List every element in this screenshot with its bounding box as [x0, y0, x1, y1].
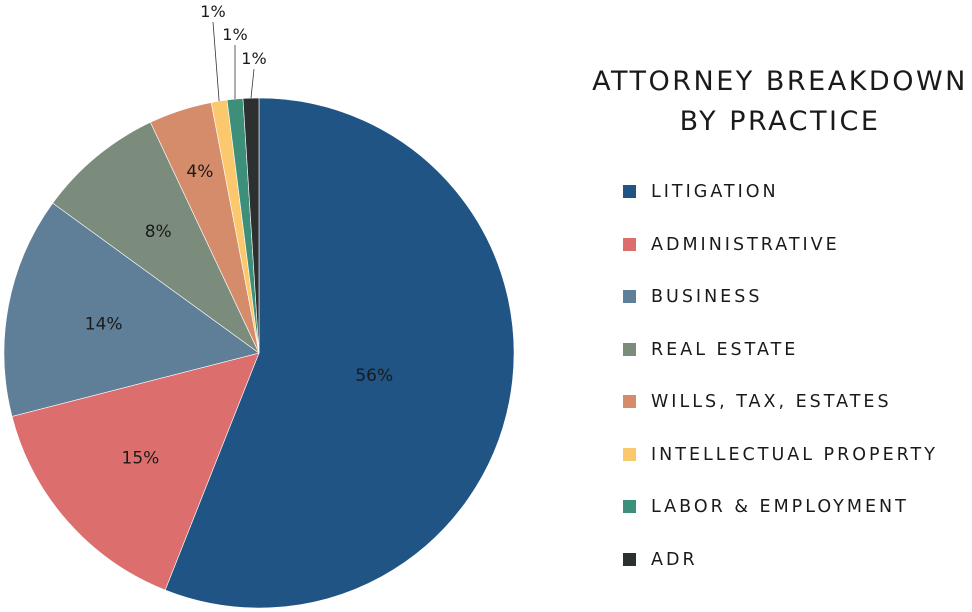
data-label: 15% [122, 449, 160, 469]
legend-swatch [623, 237, 636, 251]
legend-item-wills-tax-estates: WILLS, TAX, ESTATES [623, 392, 968, 445]
legend-swatch [623, 342, 636, 356]
chart-title-line-1: ATTORNEY BREAKDOWN [592, 66, 968, 97]
legend-label: INTELLECTUAL PROPERTY [651, 444, 938, 465]
legend-item-real-estate: REAL ESTATE [623, 340, 968, 393]
legend-item-labor-employment: LABOR & EMPLOYMENT [623, 497, 968, 550]
legend-item-business: BUSINESS [623, 287, 968, 340]
pie-slice-real-estate [52, 121, 260, 354]
data-label: 56% [355, 366, 393, 386]
legend-swatch [623, 552, 636, 566]
data-label: 1% [200, 2, 225, 21]
data-label: 1% [241, 49, 266, 68]
chart-title-line-2: BY PRACTICE [679, 106, 881, 137]
pie-slice-litigation [164, 97, 515, 609]
legend-swatch [623, 500, 636, 513]
legend-item-adr: ADR [623, 550, 968, 603]
data-label: 1% [222, 25, 247, 44]
legend-label: ADMINISTRATIVE [651, 234, 840, 255]
legend-item-litigation: LITIGATION [623, 182, 968, 235]
legend-label: ADR [651, 549, 698, 570]
leader-line [250, 68, 255, 99]
pie-slice-business [3, 202, 260, 417]
legend-label: LITIGATION [651, 182, 779, 202]
legend-label: WILLS, TAX, ESTATES [651, 392, 892, 412]
pie-slice-administrative [11, 352, 260, 591]
data-label: 8% [145, 222, 172, 242]
legend-label: BUSINESS [651, 287, 763, 307]
data-label: 14% [85, 314, 123, 334]
legend-label: REAL ESTATE [651, 339, 799, 360]
legend: LITIGATION ADMINISTRATIVE BUSINESS REAL … [623, 182, 968, 602]
leader-line [212, 21, 220, 102]
legend-swatch [623, 290, 636, 303]
legend-swatch [623, 395, 636, 408]
data-label: 4% [186, 162, 213, 182]
legend-label: LABOR & EMPLOYMENT [651, 497, 909, 517]
legend-item-intellectual-property: INTELLECTUAL PROPERTY [623, 445, 968, 498]
chart-title: ATTORNEY BREAKDOWN BY PRACTICE [588, 62, 972, 142]
legend-swatch [623, 185, 636, 198]
legend-item-administrative: ADMINISTRATIVE [623, 235, 968, 288]
legend-swatch [623, 447, 636, 461]
